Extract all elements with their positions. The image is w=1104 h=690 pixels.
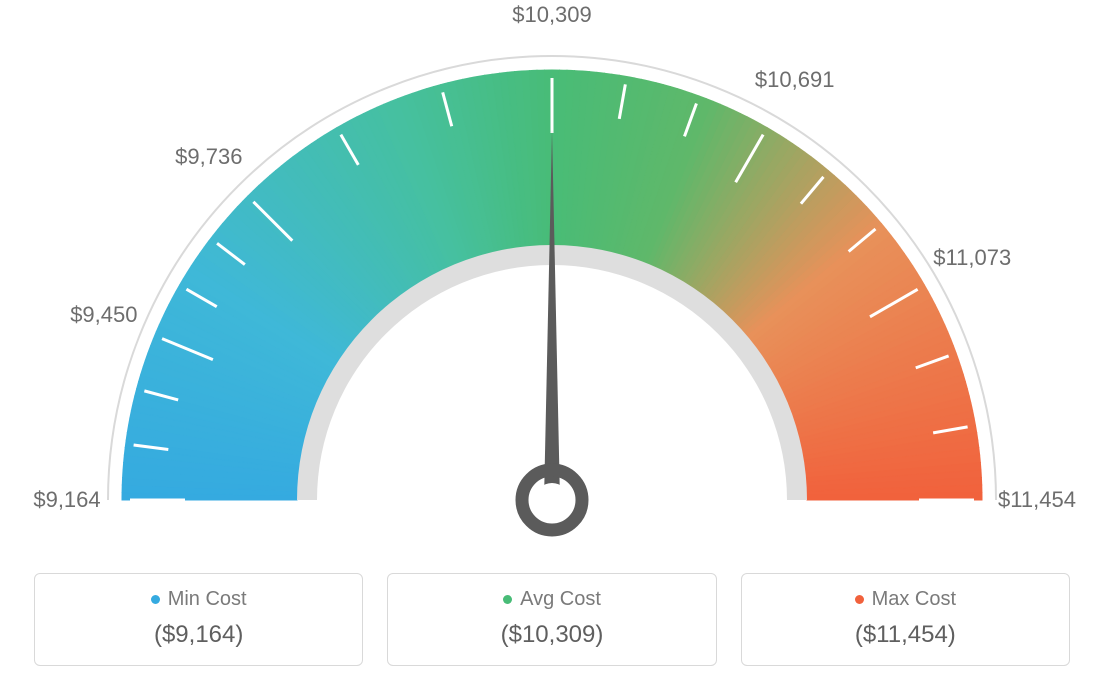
min-cost-title: Min Cost [43, 588, 354, 611]
min-dot-icon [151, 595, 160, 604]
gauge-tick-label: $10,691 [755, 67, 835, 93]
gauge-tick-label: $9,164 [33, 487, 100, 513]
gauge-tick-label: $9,736 [175, 144, 242, 170]
gauge-tick-label: $11,073 [933, 245, 1011, 271]
avg-cost-title: Avg Cost [396, 588, 707, 611]
min-cost-value: ($9,164) [43, 621, 354, 649]
max-cost-label: Max Cost [872, 588, 956, 610]
avg-dot-icon [503, 595, 512, 604]
gauge-chart: $9,164 $9,450 $9,736 $10,309 $10,691 $11,073 $… [0, 0, 1104, 550]
gauge-tick-label: $9,450 [70, 302, 137, 328]
summary-cards: Min Cost ($9,164) Avg Cost ($10,309) Max… [34, 573, 1070, 666]
min-cost-label: Min Cost [168, 588, 247, 610]
avg-cost-label: Avg Cost [520, 588, 601, 610]
min-cost-card: Min Cost ($9,164) [34, 573, 363, 666]
avg-cost-value: ($10,309) [396, 621, 707, 649]
max-cost-card: Max Cost ($11,454) [741, 573, 1070, 666]
avg-cost-card: Avg Cost ($10,309) [387, 573, 716, 666]
max-cost-title: Max Cost [750, 588, 1061, 611]
max-dot-icon [855, 595, 864, 604]
gauge-tick-label: $10,309 [512, 2, 592, 28]
chart-container: $9,164 $9,450 $9,736 $10,309 $10,691 $11,073 $… [0, 0, 1104, 690]
gauge-tick-label: $11,454 [998, 487, 1076, 513]
max-cost-value: ($11,454) [750, 621, 1061, 649]
